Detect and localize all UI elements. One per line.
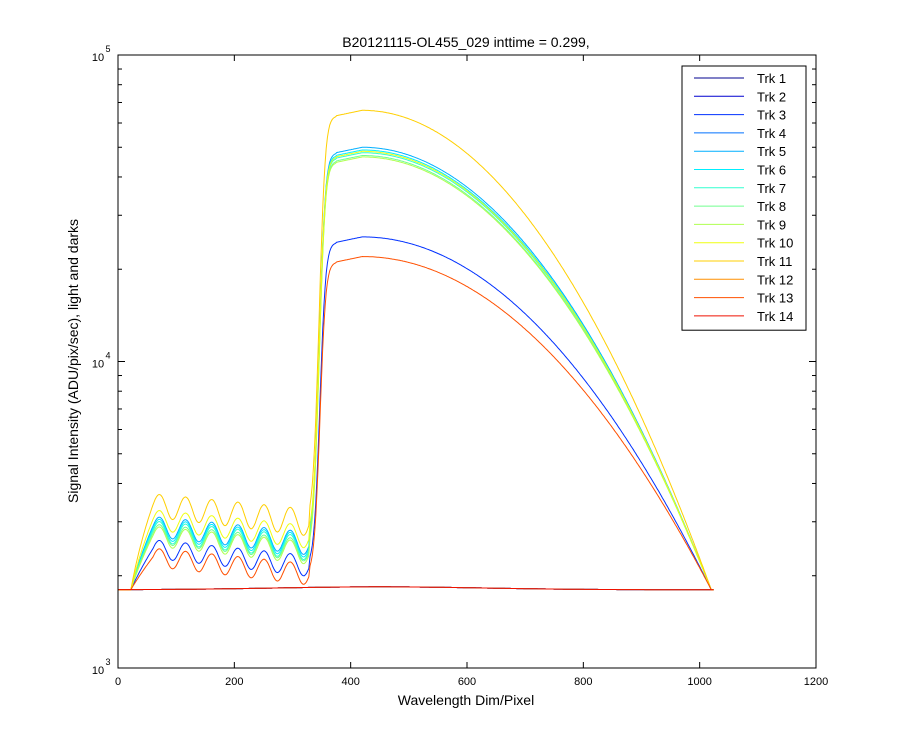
legend-entry: Trk 4 bbox=[757, 126, 786, 141]
y-tick-label: 10 bbox=[92, 359, 104, 371]
legend-box bbox=[681, 65, 807, 331]
legend-entry: Trk 9 bbox=[757, 217, 786, 232]
y-tick-exponent: 3 bbox=[105, 657, 110, 667]
series-line-trk-11 bbox=[118, 109, 714, 591]
chart-title: B20121115-OL455_029 inttime = 0.299, bbox=[342, 34, 589, 50]
legend-entry: Trk 6 bbox=[757, 163, 786, 178]
y-axis-label: Signal Intensity (ADU/pix/sec), light an… bbox=[65, 219, 81, 503]
legend-entry: Trk 10 bbox=[757, 236, 793, 251]
legend: Trk 1 Trk 2 Trk 3 Trk 4 Trk 5 Trk 6 Trk 7 Trk 8… bbox=[681, 65, 807, 331]
legend-entry: Trk 8 bbox=[757, 199, 786, 214]
y-tick-label: 10 bbox=[92, 665, 104, 677]
legend-entry: Trk 7 bbox=[757, 181, 786, 196]
series-line-trk-10 bbox=[118, 150, 714, 591]
x-tick-label: 600 bbox=[458, 676, 476, 688]
x-tick-label: 1000 bbox=[687, 676, 711, 688]
legend-entry: Trk 13 bbox=[757, 291, 793, 306]
x-axis-label: Wavelength Dim/Pixel bbox=[398, 692, 534, 708]
x-tick-label: 0 bbox=[115, 676, 121, 688]
x-tick-label: 400 bbox=[341, 676, 359, 688]
series-line-trk-3 bbox=[118, 236, 714, 591]
y-tick-exponent: 4 bbox=[105, 351, 110, 361]
series-line-trk-9 bbox=[118, 156, 714, 591]
y-tick-label: 10 bbox=[92, 52, 104, 64]
y-tick-exponent: 5 bbox=[105, 44, 110, 54]
x-tick-label: 200 bbox=[225, 676, 243, 688]
x-tick-label: 800 bbox=[574, 676, 592, 688]
legend-entry: Trk 12 bbox=[757, 272, 793, 287]
series-line-trk-14 bbox=[118, 586, 714, 591]
series-layer bbox=[118, 109, 714, 591]
legend-entry: Trk 5 bbox=[757, 144, 786, 159]
series-line-trk-13 bbox=[118, 255, 714, 591]
legend-entry: Trk 14 bbox=[757, 309, 793, 324]
legend-entry: Trk 2 bbox=[757, 89, 786, 104]
series-line-trk-5 bbox=[118, 146, 714, 591]
legend-entry: Trk 3 bbox=[757, 108, 786, 123]
x-tick-label: 1200 bbox=[804, 676, 828, 688]
legend-entry: Trk 11 bbox=[757, 254, 792, 269]
legend-entry: Trk 1 bbox=[757, 71, 786, 86]
